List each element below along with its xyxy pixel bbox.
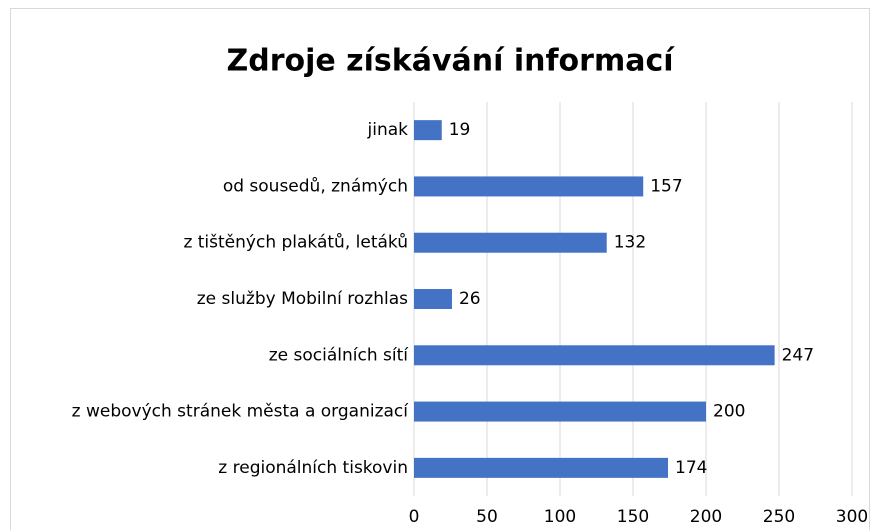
bar [414,232,607,253]
value-label: 19 [449,120,471,140]
chart-frame [10,8,870,530]
bar [414,401,706,422]
y-tick-label: z regionálních tiskovin [218,458,408,478]
y-tick-label: od sousedů, známých [223,176,408,196]
value-label: 157 [650,176,682,196]
x-tick-label: 200 [690,507,722,527]
y-tick-label: ze sociálních sítí [269,345,410,365]
bar [414,289,452,309]
x-tick-label: 150 [617,507,649,527]
bar [414,345,775,366]
y-tick-label: jinak [367,120,409,140]
x-tick-label: 100 [544,507,576,527]
chart-title: Zdroje získávání informací [226,44,675,79]
y-tick-label: ze služby Mobilní rozhlas [197,289,408,309]
value-label: 247 [782,345,814,365]
x-tick-label: 300 [836,507,868,527]
x-tick-label: 50 [476,507,498,527]
value-label: 200 [713,402,745,422]
value-label: 132 [614,233,646,253]
y-tick-label: z tištěných plakátů, letáků [183,233,408,253]
x-tick-label: 0 [409,507,420,527]
bar [414,457,669,478]
y-tick-label: z webových stránek města a organizací [72,402,410,422]
value-label: 174 [675,458,707,478]
value-label: 26 [459,289,481,309]
bar [414,176,644,197]
x-tick-label: 250 [763,507,795,527]
bar [414,120,442,141]
